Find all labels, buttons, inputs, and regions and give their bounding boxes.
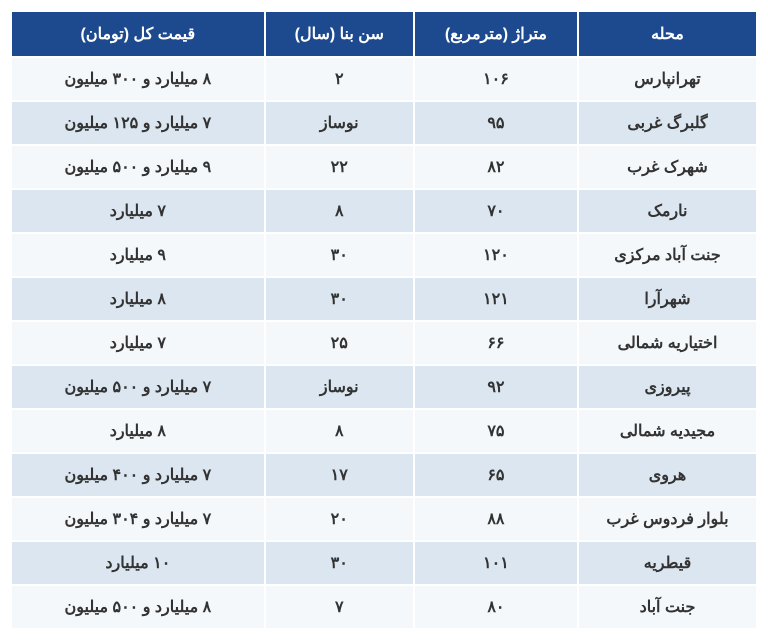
cell-district: پیروزی — [578, 365, 757, 409]
cell-district: شهرآرا — [578, 277, 757, 321]
cell-age: ۱۷ — [265, 453, 414, 497]
cell-age: ۸ — [265, 189, 414, 233]
cell-age: ۲ — [265, 57, 414, 101]
table-row: پیروزی ۹۲ نوساز ۷ میلیارد و ۵۰۰ میلیون — [11, 365, 757, 409]
cell-district: اختیاریه شمالی — [578, 321, 757, 365]
cell-district: تهرانپارس — [578, 57, 757, 101]
col-header-age: سن بنا (سال) — [265, 11, 414, 57]
table-row: جنت آباد ۸۰ ۷ ۸ میلیارد و ۵۰۰ میلیون — [11, 585, 757, 629]
table-row: قیطریه ۱۰۱ ۳۰ ۱۰ میلیارد — [11, 541, 757, 585]
cell-district: جنت آباد مرکزی — [578, 233, 757, 277]
cell-area: ۹۲ — [414, 365, 578, 409]
table-header-row: محله متراژ (مترمربع) سن بنا (سال) قیمت ک… — [11, 11, 757, 57]
col-header-area: متراژ (مترمربع) — [414, 11, 578, 57]
cell-price: ۷ میلیارد و ۱۲۵ میلیون — [11, 101, 265, 145]
cell-price: ۸ میلیارد و ۵۰۰ میلیون — [11, 585, 265, 629]
cell-district: بلوار فردوس غرب — [578, 497, 757, 541]
cell-area: ۹۵ — [414, 101, 578, 145]
table-body: تهرانپارس ۱۰۶ ۲ ۸ میلیارد و ۳۰۰ میلیون گ… — [11, 57, 757, 629]
cell-age: نوساز — [265, 365, 414, 409]
table-row: تهرانپارس ۱۰۶ ۲ ۸ میلیارد و ۳۰۰ میلیون — [11, 57, 757, 101]
table-row: اختیاریه شمالی ۶۶ ۲۵ ۷ میلیارد — [11, 321, 757, 365]
cell-age: ۸ — [265, 409, 414, 453]
table-row: شهرک غرب ۸۲ ۲۲ ۹ میلیارد و ۵۰۰ میلیون — [11, 145, 757, 189]
cell-area: ۱۲۰ — [414, 233, 578, 277]
cell-age: ۳۰ — [265, 233, 414, 277]
cell-area: ۱۰۱ — [414, 541, 578, 585]
cell-price: ۷ میلیارد و ۵۰۰ میلیون — [11, 365, 265, 409]
cell-age: ۲۰ — [265, 497, 414, 541]
cell-area: ۱۲۱ — [414, 277, 578, 321]
cell-age: ۳۰ — [265, 277, 414, 321]
cell-price: ۷ میلیارد و ۴۰۰ میلیون — [11, 453, 265, 497]
cell-district: جنت آباد — [578, 585, 757, 629]
cell-district: قیطریه — [578, 541, 757, 585]
cell-price: ۹ میلیارد و ۵۰۰ میلیون — [11, 145, 265, 189]
property-price-table: محله متراژ (مترمربع) سن بنا (سال) قیمت ک… — [10, 10, 758, 630]
cell-area: ۸۸ — [414, 497, 578, 541]
cell-area: ۶۶ — [414, 321, 578, 365]
table-row: مجیدیه شمالی ۷۵ ۸ ۸ میلیارد — [11, 409, 757, 453]
cell-age: ۷ — [265, 585, 414, 629]
cell-area: ۷۵ — [414, 409, 578, 453]
cell-area: ۸۰ — [414, 585, 578, 629]
cell-price: ۸ میلیارد — [11, 409, 265, 453]
cell-area: ۶۵ — [414, 453, 578, 497]
cell-district: گلبرگ غربی — [578, 101, 757, 145]
cell-district: نارمک — [578, 189, 757, 233]
cell-area: ۷۰ — [414, 189, 578, 233]
table-row: شهرآرا ۱۲۱ ۳۰ ۸ میلیارد — [11, 277, 757, 321]
table-row: گلبرگ غربی ۹۵ نوساز ۷ میلیارد و ۱۲۵ میلی… — [11, 101, 757, 145]
cell-price: ۱۰ میلیارد — [11, 541, 265, 585]
cell-area: ۸۲ — [414, 145, 578, 189]
cell-age: ۲۵ — [265, 321, 414, 365]
table-row: نارمک ۷۰ ۸ ۷ میلیارد — [11, 189, 757, 233]
cell-district: هروی — [578, 453, 757, 497]
cell-age: نوساز — [265, 101, 414, 145]
cell-area: ۱۰۶ — [414, 57, 578, 101]
cell-price: ۷ میلیارد — [11, 189, 265, 233]
cell-price: ۹ میلیارد — [11, 233, 265, 277]
cell-age: ۲۲ — [265, 145, 414, 189]
cell-price: ۷ میلیارد و ۳۰۴ میلیون — [11, 497, 265, 541]
table-row: جنت آباد مرکزی ۱۲۰ ۳۰ ۹ میلیارد — [11, 233, 757, 277]
cell-price: ۷ میلیارد — [11, 321, 265, 365]
cell-district: مجیدیه شمالی — [578, 409, 757, 453]
col-header-price: قیمت کل (تومان) — [11, 11, 265, 57]
col-header-district: محله — [578, 11, 757, 57]
cell-price: ۸ میلیارد و ۳۰۰ میلیون — [11, 57, 265, 101]
cell-price: ۸ میلیارد — [11, 277, 265, 321]
cell-district: شهرک غرب — [578, 145, 757, 189]
table-row: هروی ۶۵ ۱۷ ۷ میلیارد و ۴۰۰ میلیون — [11, 453, 757, 497]
cell-age: ۳۰ — [265, 541, 414, 585]
table-row: بلوار فردوس غرب ۸۸ ۲۰ ۷ میلیارد و ۳۰۴ می… — [11, 497, 757, 541]
